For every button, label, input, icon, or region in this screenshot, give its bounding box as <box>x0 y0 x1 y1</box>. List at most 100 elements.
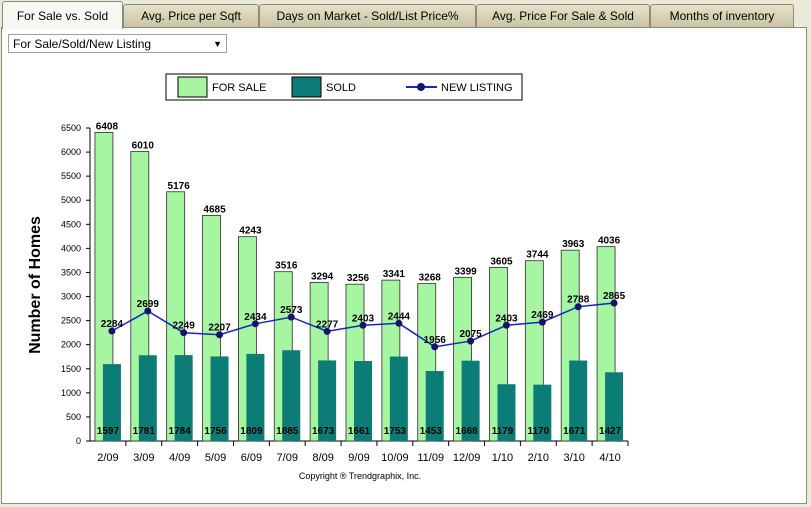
bar-sold <box>138 355 157 441</box>
legend-for-sale-label: FOR SALE <box>212 82 266 94</box>
data-label-sold: 1170 <box>527 426 549 437</box>
y-axis-title: Number of Homes <box>27 216 44 354</box>
data-label-for-sale: 4685 <box>203 204 226 215</box>
bar-sold <box>389 356 408 441</box>
new-listing-marker <box>251 320 259 328</box>
data-label-sold: 1597 <box>97 426 120 437</box>
new-listing-marker <box>180 329 188 337</box>
data-label-new-listing: 2403 <box>352 313 375 324</box>
data-label-sold: 1781 <box>133 426 156 437</box>
x-tick-label: 11/09 <box>417 452 444 464</box>
legend-sold-label: SOLD <box>326 82 356 94</box>
x-tick-label: 2/10 <box>528 452 549 464</box>
data-label-new-listing: 2865 <box>603 291 626 302</box>
x-tick-label: 12/09 <box>453 452 481 464</box>
data-label-sold: 1809 <box>240 426 263 437</box>
new-listing-marker <box>467 337 475 345</box>
y-tick-label: 5000 <box>61 195 81 205</box>
new-listing-marker <box>502 321 510 329</box>
data-label-sold: 1661 <box>348 426 371 437</box>
x-tick-label: 9/09 <box>348 452 369 464</box>
legend-new-listing-label: NEW LISTING <box>441 82 513 94</box>
chevron-down-icon[interactable]: ▼ <box>213 39 222 49</box>
new-listing-marker <box>395 319 403 327</box>
bar-sold <box>354 361 372 441</box>
tab-avg-price-per-sqft[interactable]: Avg. Price per Sqft <box>123 4 259 27</box>
chart-type-select[interactable]: For Sale/Sold/New Listing ▼ <box>8 34 227 53</box>
new-listing-marker <box>144 307 152 315</box>
legend-sold-swatch <box>291 76 322 98</box>
data-label-for-sale: 6408 <box>96 121 119 132</box>
data-label-new-listing: 2788 <box>567 295 590 306</box>
data-label-new-listing: 1956 <box>424 335 447 346</box>
data-label-new-listing: 2434 <box>244 312 267 323</box>
bar-sold <box>461 360 480 441</box>
y-tick-label: 4500 <box>61 219 81 229</box>
data-label-new-listing: 2469 <box>531 310 554 321</box>
data-label-new-listing: 2207 <box>208 323 231 334</box>
data-label-new-listing: 2699 <box>137 299 160 310</box>
y-tick-label: 3500 <box>61 267 81 277</box>
data-label-for-sale: 3516 <box>275 261 298 272</box>
chart-type-select-value: For Sale/Sold/New Listing <box>13 36 152 51</box>
y-tick-label: 1000 <box>61 388 81 398</box>
data-label-for-sale: 3256 <box>347 273 370 284</box>
data-label-new-listing: 2277 <box>316 319 339 330</box>
y-tick-label: 4000 <box>61 243 81 253</box>
tab-avg-price-for-sale-sold[interactable]: Avg. Price For Sale & Sold <box>476 4 650 27</box>
y-tick-label: 5500 <box>61 171 81 181</box>
data-label-for-sale: 3399 <box>454 266 477 277</box>
y-tick-label: 6000 <box>61 147 81 157</box>
x-tick-label: 3/09 <box>133 452 154 464</box>
y-tick-label: 6500 <box>61 123 81 133</box>
bar-sold <box>497 384 516 441</box>
data-label-sold: 1673 <box>312 426 335 437</box>
new-listing-marker <box>287 313 295 321</box>
new-listing-marker <box>323 327 331 335</box>
tab-bar: For Sale vs. Sold Avg. Price per Sqft Da… <box>0 0 811 29</box>
data-label-for-sale: 6010 <box>132 141 155 152</box>
data-label-new-listing: 2403 <box>495 313 518 324</box>
legend-box <box>165 73 523 101</box>
data-label-for-sale: 3744 <box>526 250 549 261</box>
data-label-new-listing: 2573 <box>280 305 303 316</box>
tab-months-of-inventory[interactable]: Months of inventory <box>650 4 794 27</box>
bar-sold <box>282 350 301 441</box>
bar-sold <box>425 371 444 441</box>
x-tick-label: 4/09 <box>169 452 190 464</box>
data-label-sold: 1756 <box>204 426 227 437</box>
y-tick-label: 2500 <box>61 316 81 326</box>
data-label-for-sale: 3341 <box>383 269 406 280</box>
data-label-for-sale: 4036 <box>598 236 621 247</box>
data-label-for-sale: 3605 <box>490 256 513 267</box>
tab-for-sale-vs-sold[interactable]: For Sale vs. Sold <box>2 1 123 29</box>
bar-sold <box>318 360 337 441</box>
bar-sold <box>533 384 552 441</box>
data-label-sold: 1179 <box>492 426 514 437</box>
data-label-new-listing: 2444 <box>388 311 411 322</box>
x-tick-label: 1/10 <box>492 452 513 464</box>
tab-days-on-market[interactable]: Days on Market - Sold/List Price% <box>259 4 476 27</box>
x-tick-label: 5/09 <box>205 452 226 464</box>
new-listing-marker <box>216 331 224 339</box>
bar-sold <box>210 356 229 441</box>
bar-sold <box>246 353 265 441</box>
new-listing-marker <box>108 327 116 335</box>
copyright-footnote: Copyright ® Trendgraphix, Inc. <box>299 471 421 481</box>
x-tick-label: 4/10 <box>599 452 620 464</box>
y-tick-label: 500 <box>66 412 81 422</box>
bar-sold <box>569 360 588 441</box>
x-tick-label: 6/09 <box>241 452 262 464</box>
x-tick-label: 7/09 <box>277 452 298 464</box>
data-label-sold: 1427 <box>599 426 622 437</box>
data-label-for-sale: 3294 <box>311 271 334 282</box>
data-label-new-listing: 2249 <box>173 321 196 332</box>
x-tick-label: 3/10 <box>563 452 584 464</box>
new-listing-marker <box>538 318 546 326</box>
data-label-new-listing: 2284 <box>101 319 124 330</box>
data-label-for-sale: 5176 <box>168 181 191 192</box>
data-label-sold: 1784 <box>169 426 192 437</box>
x-tick-label: 8/09 <box>312 452 333 464</box>
y-tick-label: 1500 <box>61 364 81 374</box>
